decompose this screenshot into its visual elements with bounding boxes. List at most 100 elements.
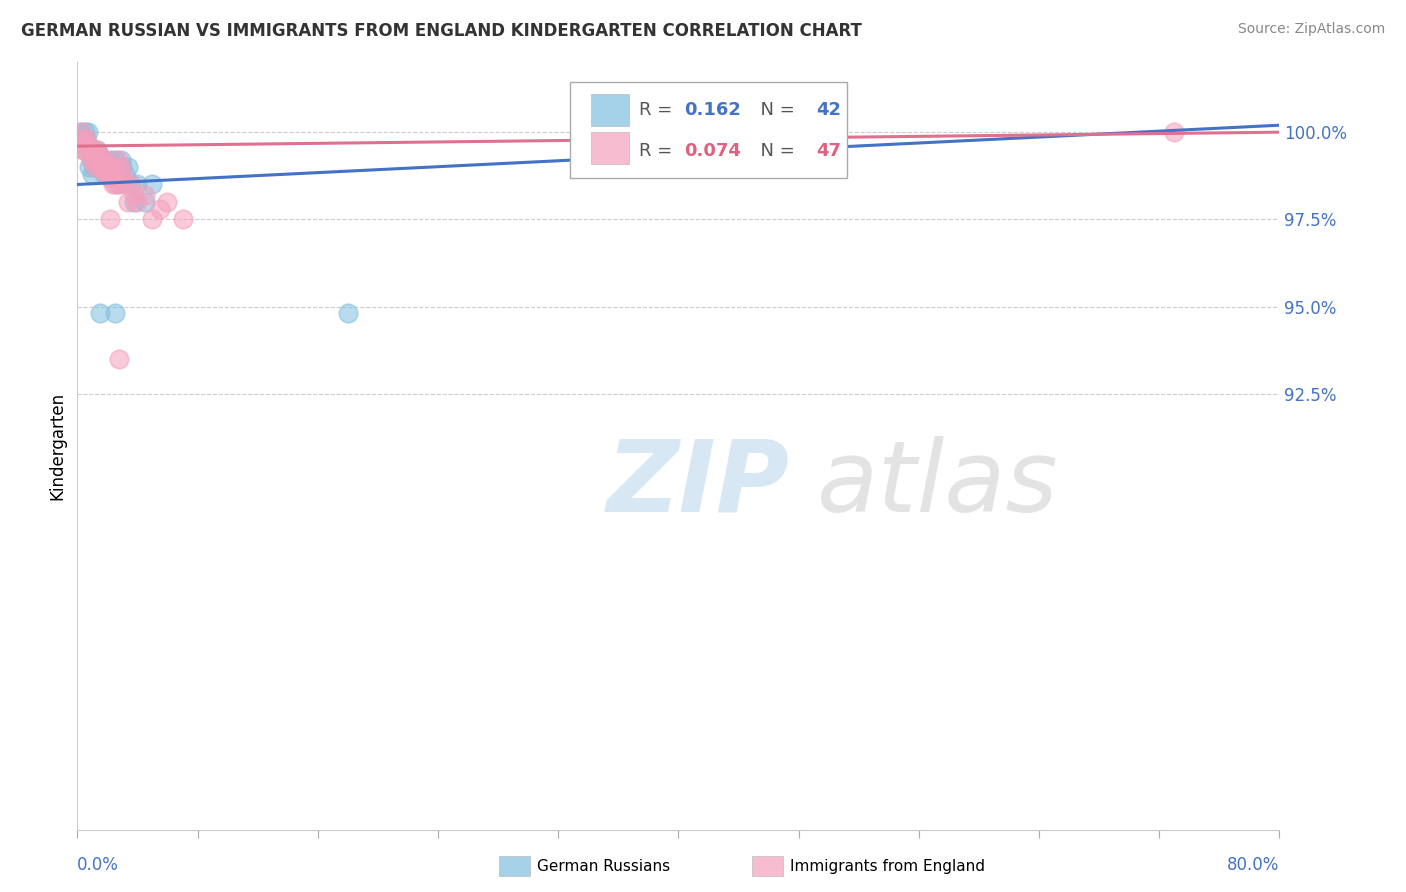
Point: [90, 160, 112, 174]
Point: [94, 160, 117, 174]
Y-axis label: Kindergarten: Kindergarten: [48, 392, 66, 500]
Point: [141, 212, 163, 227]
Point: [105, 167, 128, 181]
Point: [69, 125, 91, 139]
Point: [79, 139, 101, 153]
Point: [76, 143, 98, 157]
Point: [141, 178, 163, 192]
Point: [94, 167, 117, 181]
Text: 0.0%: 0.0%: [77, 856, 120, 874]
Point: [89, 160, 111, 174]
Point: [120, 178, 142, 192]
Point: [97, 160, 120, 174]
Text: Immigrants from England: Immigrants from England: [790, 859, 986, 873]
Point: [172, 212, 194, 227]
Point: [104, 160, 127, 174]
Point: [70, 125, 93, 139]
Point: [80, 153, 103, 167]
Point: [79, 160, 101, 174]
Point: [110, 160, 132, 174]
Text: German Russians: German Russians: [537, 859, 671, 873]
Text: Source: ZipAtlas.com: Source: ZipAtlas.com: [1237, 22, 1385, 37]
Point: [103, 178, 125, 192]
Point: [114, 167, 136, 181]
Point: [89, 160, 111, 174]
Text: GERMAN RUSSIAN VS IMMIGRANTS FROM ENGLAND KINDERGARTEN CORRELATION CHART: GERMAN RUSSIAN VS IMMIGRANTS FROM ENGLAN…: [21, 22, 862, 40]
Point: [75, 132, 97, 146]
Point: [91, 156, 114, 170]
Point: [117, 160, 139, 174]
Point: [105, 160, 128, 174]
Text: atlas: atlas: [817, 436, 1059, 533]
Text: R =: R =: [638, 142, 678, 160]
Point: [127, 194, 149, 209]
Point: [86, 143, 108, 157]
Point: [69, 132, 91, 146]
Point: [1163, 125, 1185, 139]
Point: [114, 178, 136, 192]
Text: 80.0%: 80.0%: [1227, 856, 1279, 874]
Bar: [591, 94, 628, 126]
Point: [82, 143, 104, 157]
Point: [100, 212, 122, 227]
Point: [108, 351, 131, 366]
Point: [83, 160, 105, 174]
Point: [93, 153, 115, 167]
Point: [86, 143, 108, 157]
Point: [120, 178, 142, 192]
Point: [73, 125, 96, 139]
Point: [104, 153, 127, 167]
Point: [90, 150, 112, 164]
Point: [87, 146, 110, 161]
Point: [111, 167, 134, 181]
Point: [108, 178, 131, 192]
Point: [101, 167, 124, 181]
Point: [100, 170, 122, 185]
Point: [100, 153, 122, 167]
Point: [82, 167, 104, 181]
Point: [103, 160, 125, 174]
Text: 0.162: 0.162: [685, 101, 741, 119]
Text: R =: R =: [638, 101, 678, 119]
Point: [75, 132, 97, 146]
Point: [91, 156, 114, 170]
Point: [82, 143, 104, 157]
Point: [111, 160, 134, 174]
Text: N =: N =: [749, 101, 801, 119]
Point: [149, 202, 172, 216]
Point: [127, 178, 149, 192]
Point: [79, 139, 101, 153]
Point: [101, 160, 124, 174]
Point: [93, 167, 115, 181]
Text: 42: 42: [817, 101, 842, 119]
Point: [104, 306, 127, 320]
Point: [108, 167, 131, 181]
Point: [76, 125, 98, 139]
Point: [110, 153, 132, 167]
Point: [84, 160, 107, 174]
Point: [134, 194, 156, 209]
Point: [89, 306, 111, 320]
Point: [87, 153, 110, 167]
Point: [117, 194, 139, 209]
Point: [83, 146, 105, 161]
Point: [82, 153, 104, 167]
Point: [107, 178, 129, 192]
Bar: [591, 132, 628, 164]
FancyBboxPatch shape: [571, 81, 846, 178]
Point: [89, 153, 111, 167]
Point: [96, 167, 118, 181]
Point: [124, 194, 146, 209]
Point: [73, 136, 96, 150]
Text: 47: 47: [817, 142, 842, 160]
Point: [107, 153, 129, 167]
Text: N =: N =: [749, 142, 801, 160]
Point: [156, 194, 179, 209]
Point: [73, 143, 96, 157]
Point: [104, 178, 127, 192]
Point: [96, 160, 118, 174]
Point: [70, 132, 93, 146]
Text: 0.074: 0.074: [685, 142, 741, 160]
Point: [80, 153, 103, 167]
Text: ZIP: ZIP: [606, 436, 789, 533]
